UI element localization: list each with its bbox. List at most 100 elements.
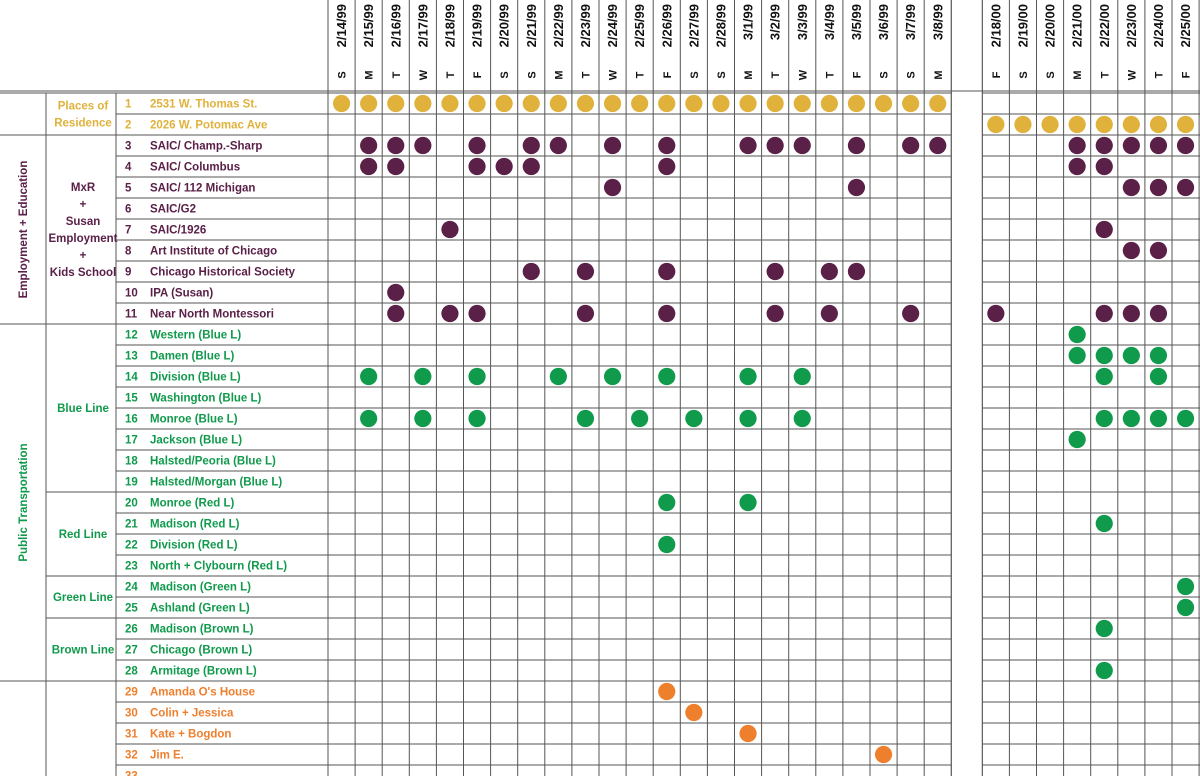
column-date-label: 3/8/99 xyxy=(930,4,945,40)
activity-dot xyxy=(1122,136,1140,155)
column-headers: 2/14/99 S 2/15/99 M 2/16/99 T 2/17/99 W 2/18/99 T… xyxy=(334,4,1193,80)
activity-dot xyxy=(847,178,866,197)
activity-dot xyxy=(1095,304,1113,323)
row-number: 5 xyxy=(125,183,132,195)
activity-dot xyxy=(793,367,811,386)
activity-dot xyxy=(820,94,838,113)
activity-dot xyxy=(1068,157,1086,176)
row-label: Art Institute of Chicago xyxy=(150,246,277,258)
column-date-label: 2/16/99 xyxy=(388,4,403,47)
column-day-label: S xyxy=(526,71,538,78)
activity-dot xyxy=(360,409,378,428)
group-label: + xyxy=(80,250,87,262)
activity-dot xyxy=(1095,115,1113,134)
activity-dot xyxy=(603,94,622,113)
activity-dot xyxy=(1095,409,1113,428)
activity-dot xyxy=(549,136,567,155)
column-date-label: 2/15/99 xyxy=(361,4,376,47)
row-number: 7 xyxy=(125,225,131,237)
activity-dot xyxy=(603,136,622,155)
row-number: 31 xyxy=(125,729,138,741)
row-number: 22 xyxy=(125,540,138,552)
data-marks xyxy=(332,94,1195,764)
row-label: Madison (Green L) xyxy=(150,582,251,594)
column-day-label: T xyxy=(635,71,647,78)
row-label: Colin + Jessica xyxy=(150,708,234,720)
column-day-label: F xyxy=(991,71,1003,78)
column-date-label: 2/22/99 xyxy=(551,4,566,47)
activity-dot xyxy=(576,409,595,428)
column-date-label: 3/7/99 xyxy=(903,4,918,40)
activity-dot xyxy=(1149,241,1168,260)
activity-dot xyxy=(1122,241,1140,260)
activity-dot xyxy=(1095,157,1113,176)
row-number: 24 xyxy=(125,582,138,594)
activity-dot xyxy=(658,535,676,554)
activity-dot xyxy=(360,94,378,113)
column-date-label: 2/23/99 xyxy=(578,4,593,47)
column-day-label: T xyxy=(824,71,836,78)
column-day-label: M xyxy=(364,70,376,79)
activity-dot xyxy=(929,94,947,113)
row-number: 12 xyxy=(125,330,138,342)
activity-dot xyxy=(929,136,947,155)
row-label: 2026 W. Potomac Ave xyxy=(150,120,267,132)
activity-dot xyxy=(658,682,676,701)
activity-dot xyxy=(658,367,676,386)
column-date-label: 3/1/99 xyxy=(741,4,756,40)
column-day-label: W xyxy=(797,69,809,80)
activity-dot xyxy=(1176,115,1195,134)
activity-dot xyxy=(1122,115,1140,134)
activity-dot xyxy=(658,304,676,323)
column-day-label: M xyxy=(553,70,565,79)
activity-dot xyxy=(1041,115,1059,134)
column-date-label: 2/20/00 xyxy=(1043,4,1058,47)
activity-dot xyxy=(1095,346,1113,365)
row-number: 8 xyxy=(125,246,132,258)
column-date-label: 3/3/99 xyxy=(795,4,810,40)
row-number: 18 xyxy=(125,456,138,468)
column-date-label: 3/6/99 xyxy=(876,4,891,40)
row-label: Amanda O's House xyxy=(150,687,255,699)
column-date-label: 2/18/99 xyxy=(442,4,457,47)
column-day-label: S xyxy=(337,71,349,78)
row-number: 4 xyxy=(125,162,132,174)
activity-dot xyxy=(603,367,622,386)
activity-dot xyxy=(847,94,866,113)
activity-dot xyxy=(522,157,540,176)
row-number: 15 xyxy=(125,393,138,405)
group-label: Susan xyxy=(66,216,101,228)
activity-dot xyxy=(522,136,540,155)
activity-dot xyxy=(414,367,432,386)
period-gap xyxy=(951,0,982,776)
row-label: Chicago (Brown L) xyxy=(150,645,252,657)
activity-dot xyxy=(685,409,703,428)
activity-dot xyxy=(739,367,757,386)
row-label: Jackson (Blue L) xyxy=(150,435,242,447)
row-number: 21 xyxy=(125,519,138,531)
column-date-label: 3/4/99 xyxy=(822,4,837,40)
column-date-label: 2/25/00 xyxy=(1178,4,1193,47)
row-label: Washington (Blue L) xyxy=(150,393,262,405)
row-number: 32 xyxy=(125,750,138,762)
activity-dot xyxy=(1122,409,1140,428)
activity-dot xyxy=(603,178,622,197)
column-day-label: S xyxy=(879,71,891,78)
row-number: 13 xyxy=(125,351,138,363)
activity-dot xyxy=(631,94,649,113)
column-date-label: 2/18/00 xyxy=(988,4,1003,47)
row-label: Chicago Historical Society xyxy=(150,267,296,279)
column-date-label: 2/17/99 xyxy=(415,4,430,47)
row-label: SAIC/ Champ.-Sharp xyxy=(150,141,262,153)
column-day-label: F xyxy=(472,71,484,78)
row-label: SAIC/ 112 Michigan xyxy=(150,183,255,195)
activity-dot xyxy=(1095,367,1113,386)
activity-dot xyxy=(360,136,378,155)
activity-dot xyxy=(739,136,757,155)
row-number: 30 xyxy=(125,708,138,720)
activity-dot xyxy=(332,94,351,113)
activity-dot xyxy=(495,94,513,113)
group-label: Brown Line xyxy=(52,645,115,657)
row-number: 26 xyxy=(125,624,138,636)
activity-dot xyxy=(1176,136,1195,155)
